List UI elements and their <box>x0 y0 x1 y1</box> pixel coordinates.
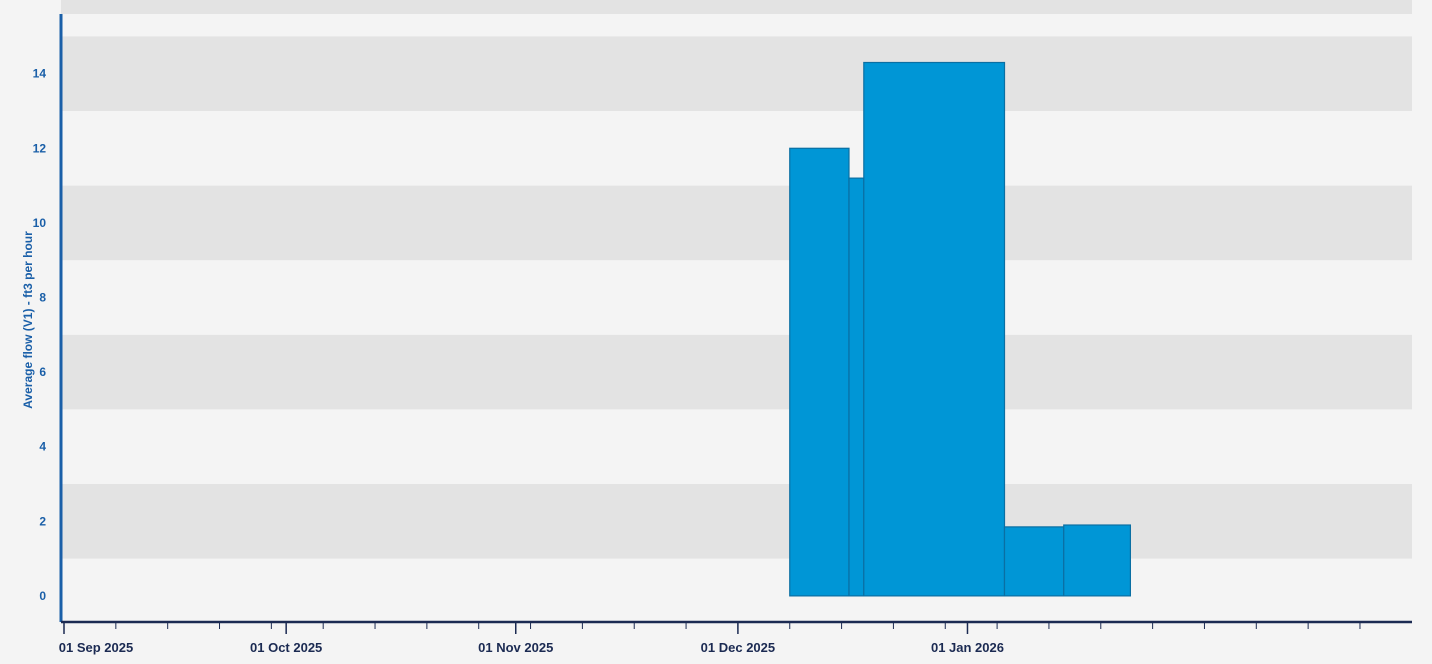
bar-series <box>789 61 1132 597</box>
x-tick-label: 01 Dec 2025 <box>701 640 775 655</box>
x-tick-label: 01 Jan 2026 <box>931 640 1004 655</box>
y-tick-labels: 0 2 4 6 8 10 12 14 <box>33 67 47 603</box>
grid-band <box>61 185 1412 261</box>
x-tick-label: 01 Nov 2025 <box>478 640 553 655</box>
grid-band <box>61 483 1412 559</box>
y-tick-label: 0 <box>39 589 46 603</box>
bar <box>1003 526 1065 597</box>
bar <box>1063 524 1132 597</box>
bar <box>848 177 865 597</box>
x-tick-label: 01 Sep 2025 <box>59 640 133 655</box>
y-tick-label: 8 <box>39 290 46 304</box>
bar <box>863 61 1006 597</box>
y-tick-label: 6 <box>39 365 46 379</box>
y-tick-label: 14 <box>33 67 47 81</box>
grid-band <box>61 558 1412 622</box>
background-bands <box>61 0 1412 622</box>
grid-band <box>61 409 1412 484</box>
grid-band <box>61 110 1412 186</box>
grid-band <box>61 260 1412 335</box>
grid-band <box>61 334 1412 410</box>
y-axis-title: Average flow (V1) - ft3 per hour <box>21 231 35 409</box>
y-tick-label: 4 <box>39 440 46 454</box>
bar <box>789 147 850 597</box>
x-tick-label: 01 Oct 2025 <box>250 640 322 655</box>
x-ticks: 01 Sep 2025 01 Oct 2025 01 Nov 2025 01 Dec … <box>59 622 1361 655</box>
y-tick-label: 10 <box>33 216 47 230</box>
grid-band <box>61 14 1412 37</box>
y-tick-label: 2 <box>39 514 46 528</box>
grid-band <box>61 36 1412 111</box>
y-tick-label: 12 <box>33 141 47 155</box>
grid-band <box>61 0 1412 14</box>
